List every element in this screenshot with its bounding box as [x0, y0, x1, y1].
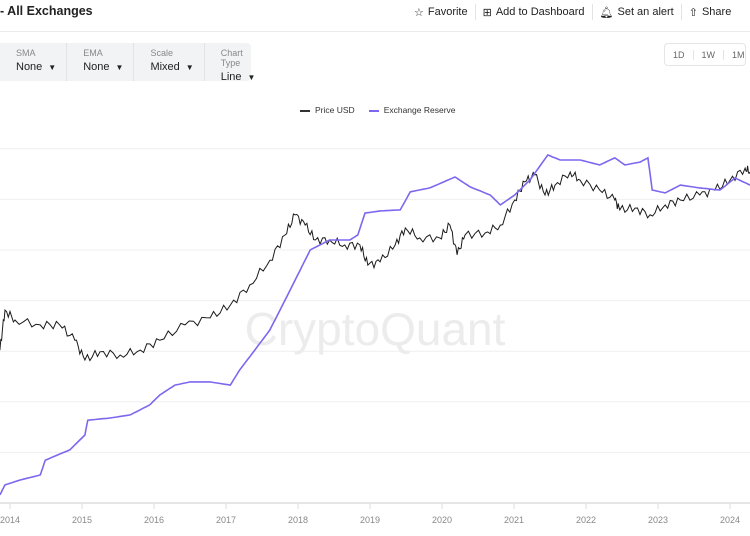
x-tick-label: 2021	[504, 515, 524, 525]
caret-down-icon: ▼	[48, 63, 57, 72]
chart-type-label: Chart Type	[220, 48, 243, 68]
sma-value: None	[16, 61, 43, 73]
share-label: Share	[701, 6, 732, 18]
x-tick-label: 2019	[360, 515, 380, 525]
x-tick-label: 2017	[216, 515, 236, 525]
caret-down-icon: ▼	[115, 63, 124, 72]
header-divider	[0, 31, 750, 32]
set-alert-button[interactable]: 🔔︎ Set an alert	[593, 4, 682, 20]
series-line-exchange-reserve	[0, 154, 750, 496]
add-to-dashboard-label: Add to Dashboard	[495, 6, 585, 18]
add-to-dashboard-button[interactable]: ⊞ Add to Dashboard	[476, 4, 593, 20]
x-tick-label: 2014	[0, 515, 20, 525]
set-alert-label: Set an alert	[617, 6, 674, 18]
share-icon: ⇧	[688, 6, 698, 19]
x-tick-label: 2024	[720, 515, 740, 525]
x-tick-label: 2015	[72, 515, 92, 525]
favorite-button[interactable]: ☆ Favorite	[414, 4, 476, 20]
caret-down-icon: ▼	[185, 63, 194, 72]
chart-legend: Price USD Exchange Reserve	[300, 105, 456, 115]
legend-swatch	[300, 109, 310, 112]
x-tick-label: 2023	[648, 515, 668, 525]
legend-item-price[interactable]: Price USD	[300, 105, 355, 115]
x-tick-label: 2020	[432, 515, 452, 525]
period-1m-button[interactable]: 1M	[732, 49, 745, 60]
star-icon: ☆	[414, 6, 424, 19]
chart-type-value: Line	[220, 71, 242, 83]
sma-label: SMA	[16, 48, 36, 58]
x-tick-label: 2016	[144, 515, 164, 525]
page-title: - All Exchanges	[0, 4, 93, 18]
scale-label: Scale	[150, 48, 173, 58]
scale-value: Mixed	[150, 61, 180, 73]
ema-label: EMA	[83, 48, 103, 58]
share-button[interactable]: ⇧ Share	[682, 4, 732, 20]
header-actions: ☆ Favorite ⊞ Add to Dashboard 🔔︎ Set an ale…	[414, 4, 731, 20]
ema-value: None	[83, 61, 110, 73]
x-tick-label: 2018	[288, 515, 308, 525]
period-selector: 1D 1W 1M	[664, 43, 746, 66]
chart-controls: SMA None ▼ EMA None ▼ Scale Mixed ▼ Chart Type…	[0, 43, 255, 83]
legend-label: Exchange Reserve	[383, 105, 456, 115]
scale-select[interactable]: Scale Mixed ▼	[133, 43, 203, 81]
ema-select[interactable]: EMA None ▼	[66, 43, 133, 81]
period-1w-button[interactable]: 1W	[694, 49, 725, 60]
legend-label: Price USD	[315, 105, 355, 115]
sma-select[interactable]: SMA None ▼	[0, 43, 66, 81]
caret-down-icon: ▼	[247, 73, 256, 82]
period-1d-button[interactable]: 1D	[665, 49, 694, 60]
series-line-price-usd	[0, 165, 750, 362]
dashboard-add-icon: ⊞	[482, 6, 492, 19]
bell-icon: 🔔︎	[599, 6, 614, 19]
x-tick-label: 2022	[576, 515, 596, 525]
watermark: CryptoQuant	[245, 303, 506, 355]
favorite-label: Favorite	[427, 6, 468, 18]
chart-type-select[interactable]: Chart Type Line ▼	[203, 43, 266, 83]
legend-item-reserve[interactable]: Exchange Reserve	[368, 105, 456, 115]
legend-swatch	[368, 109, 379, 112]
